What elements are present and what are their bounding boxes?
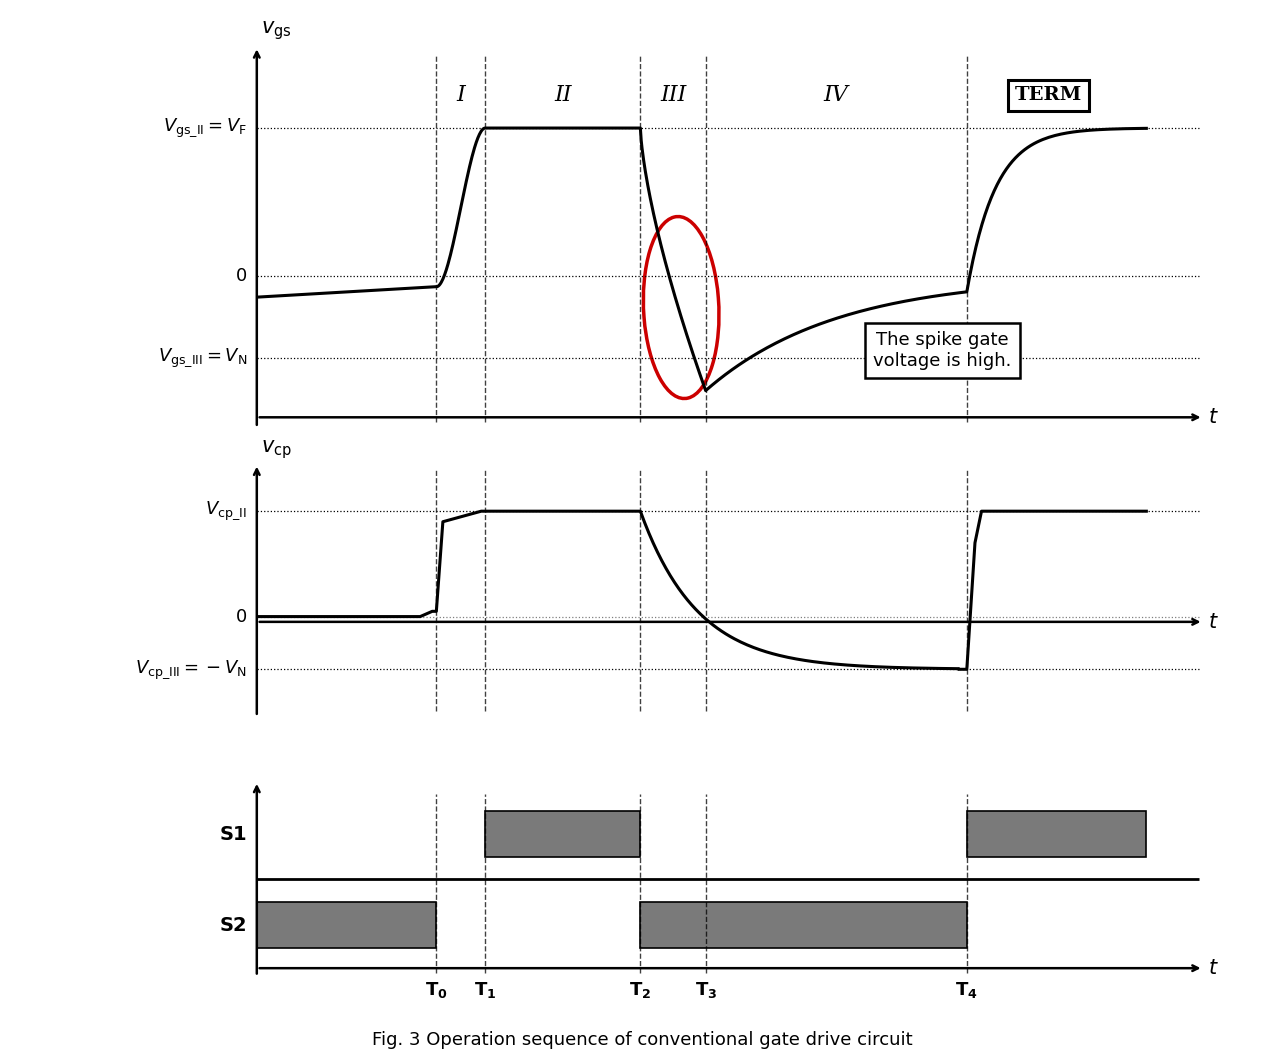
Text: I: I — [456, 84, 465, 106]
Bar — [485, 811, 641, 857]
Bar — [967, 811, 1147, 857]
Text: S2: S2 — [220, 916, 247, 935]
Text: $0$: $0$ — [235, 607, 247, 626]
Text: $t$: $t$ — [1207, 958, 1219, 978]
Text: $v_{\mathrm{cp}}$: $v_{\mathrm{cp}}$ — [261, 437, 291, 461]
Text: $V_{\mathrm{gs\_II}}=V_{\mathrm{F}}$: $V_{\mathrm{gs\_II}}=V_{\mathrm{F}}$ — [163, 117, 247, 139]
Text: II: II — [555, 84, 571, 106]
Text: $\mathbf{T_2}$: $\mathbf{T_2}$ — [629, 980, 651, 1000]
Text: S1: S1 — [220, 824, 247, 843]
Text: $V_{\mathrm{cp\_III}}=-V_{\mathrm{N}}$: $V_{\mathrm{cp\_III}}=-V_{\mathrm{N}}$ — [135, 658, 247, 681]
Text: TERM: TERM — [1014, 86, 1082, 104]
Text: $V_{\mathrm{gs\_III}}=V_{\mathrm{N}}$: $V_{\mathrm{gs\_III}}=V_{\mathrm{N}}$ — [158, 347, 247, 369]
Text: $\mathbf{T_1}$: $\mathbf{T_1}$ — [474, 980, 497, 1000]
Text: $0$: $0$ — [235, 268, 247, 286]
Text: III: III — [660, 84, 686, 106]
Text: $t$: $t$ — [1207, 612, 1219, 631]
Text: $t$: $t$ — [1207, 407, 1219, 427]
Text: $\mathbf{T_4}$: $\mathbf{T_4}$ — [955, 980, 978, 1000]
Text: $\mathbf{T_3}$: $\mathbf{T_3}$ — [695, 980, 716, 1000]
Text: $V_{\mathrm{cp\_II}}$: $V_{\mathrm{cp\_II}}$ — [205, 500, 247, 523]
Text: IV: IV — [824, 84, 849, 106]
Text: The spike gate
voltage is high.: The spike gate voltage is high. — [873, 331, 1012, 370]
Bar — [257, 902, 437, 949]
Text: Fig. 3 Operation sequence of conventional gate drive circuit: Fig. 3 Operation sequence of conventiona… — [371, 1031, 913, 1049]
Bar — [641, 902, 967, 949]
Text: $v_{\mathrm{gs}}$: $v_{\mathrm{gs}}$ — [261, 19, 291, 42]
Text: $\mathbf{T_0}$: $\mathbf{T_0}$ — [425, 980, 448, 1000]
